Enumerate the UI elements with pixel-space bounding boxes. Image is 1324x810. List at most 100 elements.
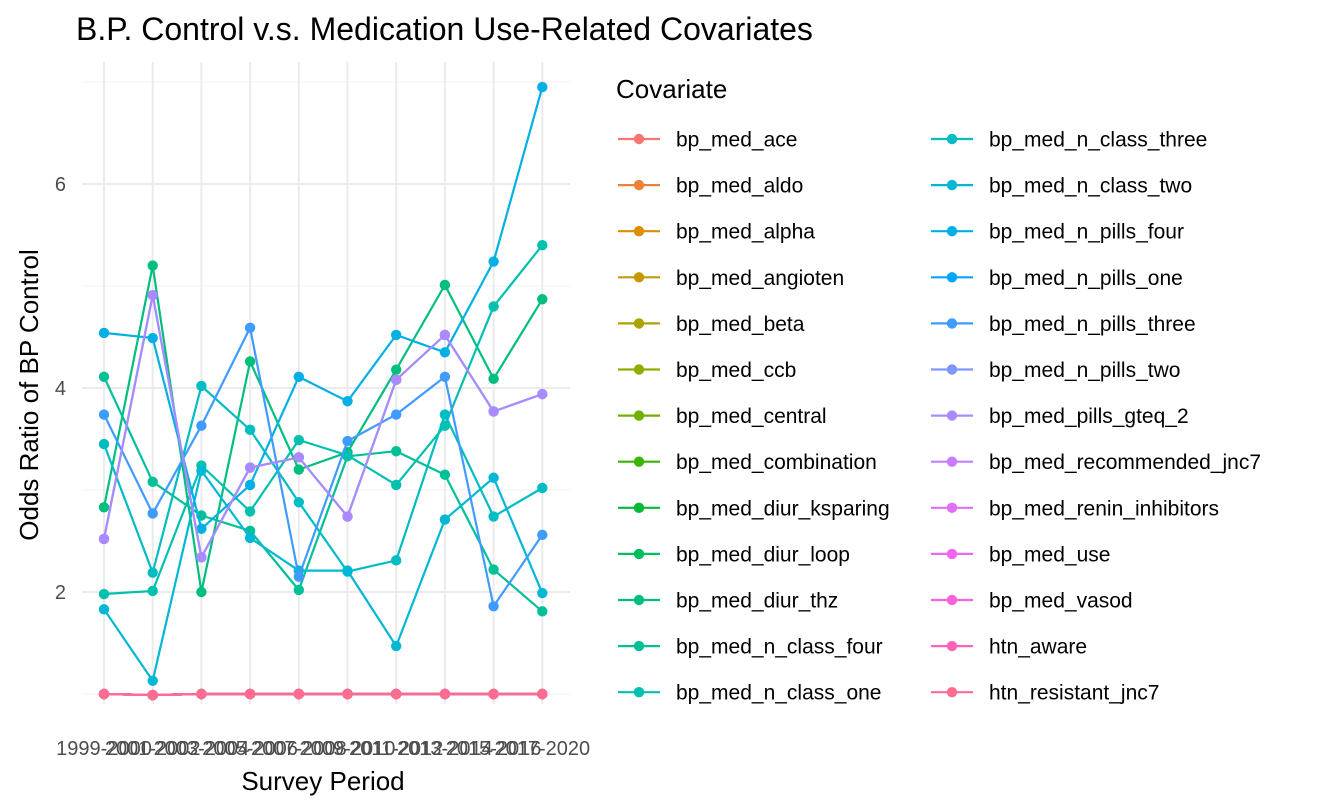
data-point <box>391 640 402 652</box>
series-line <box>102 294 543 559</box>
data-point <box>439 371 451 382</box>
legend-label: bp_med_beta <box>676 313 805 336</box>
series-layer <box>98 81 548 701</box>
data-point <box>196 688 207 700</box>
series-line <box>103 244 544 596</box>
legend-item: bp_med_angioten <box>618 267 844 290</box>
series-htn_resistant_jnc7 <box>98 688 548 701</box>
legend-label: bp_med_n_pills_four <box>989 221 1184 244</box>
data-point <box>391 479 402 491</box>
legend-label: bp_med_central <box>676 405 827 428</box>
data-point <box>537 81 548 93</box>
legend-label: bp_med_aldo <box>676 175 803 198</box>
legend-item: bp_med_n_class_two <box>931 175 1192 198</box>
legend-key-point <box>633 640 645 652</box>
data-point <box>147 585 158 597</box>
legend-label: bp_med_n_class_three <box>989 129 1207 152</box>
legend-item: bp_med_pills_gteq_2 <box>931 405 1189 428</box>
legend-label: bp_med_n_class_one <box>676 682 882 705</box>
data-point <box>391 688 402 700</box>
y-tick-label: 4 <box>55 378 66 400</box>
data-point <box>293 584 304 596</box>
data-point <box>537 294 548 305</box>
data-point <box>439 409 451 420</box>
legend-key-point <box>946 179 958 191</box>
data-point <box>244 506 256 517</box>
data-point <box>196 586 207 598</box>
legend-item: bp_med_use <box>931 543 1110 566</box>
data-point <box>196 523 207 534</box>
legend-item: bp_med_ccb <box>618 359 796 382</box>
data-point <box>439 329 451 341</box>
data-point <box>342 511 353 522</box>
y-axis-title: Odds Ratio of BP Control <box>14 249 44 540</box>
data-point <box>196 552 207 563</box>
legend-item: bp_med_n_class_three <box>931 129 1207 152</box>
data-point <box>244 532 256 544</box>
legend-key-point <box>633 364 645 375</box>
legend-label: bp_med_use <box>989 543 1110 566</box>
legend-item: bp_med_n_class_one <box>618 682 882 705</box>
data-point <box>98 604 110 615</box>
legend-item: bp_med_n_pills_three <box>931 313 1196 336</box>
legend-label: htn_aware <box>989 636 1087 659</box>
series-line <box>102 264 544 594</box>
data-point <box>439 469 451 480</box>
series-line <box>103 86 544 530</box>
legend-label: bp_med_diur_ksparing <box>676 497 890 520</box>
legend: Covariate bp_med_ace bp_med_aldo bp_med_al… <box>616 74 1261 705</box>
data-point <box>439 514 451 525</box>
legend-items: bp_med_ace bp_med_aldo bp_med_alpha bp_med_… <box>618 129 1261 705</box>
legend-label: bp_med_n_pills_one <box>989 267 1183 290</box>
data-point <box>244 322 256 334</box>
data-point <box>342 396 353 407</box>
series-bp_med_n_class_three <box>98 380 548 578</box>
legend-item: bp_med_alpha <box>618 221 815 244</box>
legend-key-point <box>633 502 645 513</box>
data-point <box>391 446 402 457</box>
data-point <box>98 688 110 700</box>
legend-item: htn_aware <box>931 636 1087 659</box>
legend-key-point <box>946 133 958 145</box>
data-point <box>488 256 499 267</box>
data-point <box>98 588 110 600</box>
data-point <box>244 356 256 367</box>
legend-label: bp_med_ccb <box>676 359 796 382</box>
legend-key-point <box>633 272 645 283</box>
series-bp_med_pills_gteq_2 <box>98 289 548 563</box>
legend-key-point <box>946 594 958 606</box>
legend-key-point <box>946 502 958 513</box>
legend-item: bp_med_diur_thz <box>618 590 838 613</box>
data-point <box>147 260 158 271</box>
legend-label: bp_med_n_pills_three <box>989 313 1196 336</box>
x-tick-label: 2017-2020 <box>494 738 590 760</box>
data-point <box>293 497 304 508</box>
data-point <box>391 364 402 375</box>
data-point <box>391 555 402 566</box>
data-point <box>147 675 158 686</box>
data-point <box>342 450 353 461</box>
data-point <box>293 452 304 463</box>
legend-key-point <box>946 318 958 329</box>
data-point <box>147 332 158 344</box>
data-point <box>488 688 499 700</box>
legend-item: bp_med_aldo <box>618 175 803 198</box>
legend-key-point <box>633 410 645 421</box>
data-point <box>147 289 158 301</box>
data-point <box>147 567 158 578</box>
legend-key-point <box>946 548 958 560</box>
series-line <box>103 692 543 697</box>
data-point <box>98 438 110 450</box>
data-point <box>293 571 304 582</box>
data-point <box>342 435 353 447</box>
data-point <box>488 564 499 575</box>
legend-key-point <box>633 594 645 606</box>
data-point <box>439 347 451 358</box>
series-line <box>103 326 544 608</box>
legend-key-point <box>633 133 645 145</box>
data-point <box>98 327 110 339</box>
series-line <box>102 294 543 559</box>
legend-label: bp_med_n_class_two <box>989 175 1192 198</box>
data-point <box>537 606 548 617</box>
legend-item: bp_med_n_pills_one <box>931 267 1183 290</box>
